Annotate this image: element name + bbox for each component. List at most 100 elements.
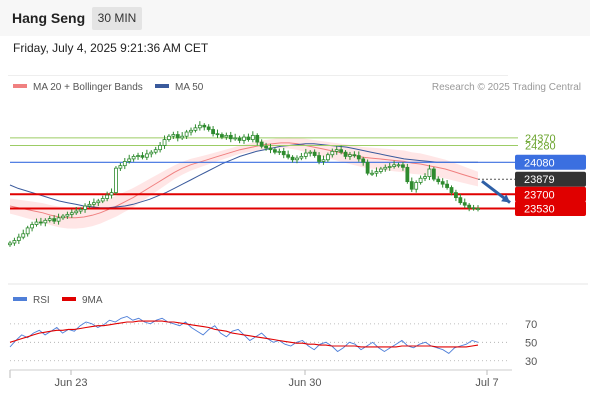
candle-body [144,153,149,158]
candle-body [259,141,264,147]
candle-body [255,134,260,143]
candle-body [52,218,57,222]
candle-body [140,155,145,158]
support-1-label: 23700 [524,189,555,201]
credit-text: Research © 2025 Trading Central [432,82,581,93]
candle-body [462,202,467,206]
candle-body [127,158,132,162]
candle-body [74,210,79,214]
candle-body [458,197,463,204]
candle-body [414,182,419,190]
candle-body [356,155,361,160]
ma50-legend-label: MA 50 [175,82,204,93]
resistance-label-2: 24280 [525,140,556,152]
ma20-legend-label: MA 20 + Bollinger Bands [33,82,143,93]
candle-body [56,217,61,222]
rsi-ma-legend-swatch [62,297,76,301]
current-price-label: 23879 [524,174,555,186]
candle-body [61,215,65,219]
time-axis: Jun 23 Jun 30 Jul 7 [9,369,512,389]
candle-body [118,165,123,169]
candle-body [449,187,454,193]
candle-body [193,127,198,131]
ma50-line [9,143,478,209]
candle-body [30,224,34,229]
candle-body [158,145,163,151]
candle-body [387,166,392,168]
ma20-legend-swatch [13,84,27,88]
chart-header: Hang Seng 30 MIN [0,0,590,36]
resistance-label-1: 24370 [525,133,556,145]
candle-body [162,139,167,146]
x-tick-label-0: Jun 23 [54,377,87,389]
candle-body [131,156,136,160]
candle-body [215,133,220,136]
candle-body [378,168,383,172]
candle-body [122,161,127,167]
candle-body [211,129,215,135]
candle-body [273,149,277,153]
candle-body [436,178,441,183]
candle-body [308,151,313,154]
candle-body [423,176,427,179]
rsi-ma-legend-label: 9MA [82,295,103,306]
candle-body [339,149,344,153]
candle-body [206,126,211,130]
support-2-tag [515,201,586,217]
candle-body [440,181,445,185]
candle-body [409,181,414,190]
support-2-label: 23530 [524,204,555,216]
candle-body [454,192,458,199]
candle-body [317,155,321,162]
candle-body [348,154,352,157]
candle-body [471,207,476,210]
candle-body [47,218,52,221]
candle-body [109,192,114,196]
candle-body [149,151,154,155]
candle-body [105,194,110,199]
candle-body [153,149,158,153]
candle-body [365,161,370,174]
candle-body [167,135,171,140]
interval-badge[interactable]: 30 MIN [92,7,142,30]
current-price-tag [515,171,586,187]
candle-body [361,158,366,163]
candle-body [334,149,339,152]
candle-body [233,137,238,140]
projection-arrow-head [501,194,510,203]
candle-body [374,171,379,174]
candle-body [383,166,388,170]
ma50-legend-swatch [155,84,169,88]
rsi-pane: 70 50 30 [9,316,537,368]
candle-body [237,137,242,141]
candle-body [445,183,449,188]
candle-body [286,154,291,158]
candle-body [136,155,140,157]
rsi-ma-line [9,320,479,348]
candle-body [370,172,374,175]
candle-body [175,134,180,139]
rsi-legend-label: RSI [33,295,50,306]
candle-body [290,156,295,161]
candle-body [91,202,96,205]
candle-body [12,240,17,244]
candle-body [43,219,48,224]
candle-body [220,134,224,138]
candle-body [312,151,317,156]
candle-body [25,227,30,235]
candle-body [21,233,26,238]
candle-body [467,204,472,209]
instrument-title: Hang Seng [12,10,86,26]
candle-body [330,150,335,156]
candle-body [16,236,21,241]
candle-body [343,151,348,157]
candle-body [242,136,246,141]
pivot-label: 24080 [524,157,555,169]
candle-body [418,177,423,183]
candle-body [396,164,401,167]
candle-body [352,154,357,157]
rsi-tick-70: 70 [525,319,537,331]
candle-body [228,134,233,140]
x-tick-label-1: Jun 30 [288,377,321,389]
